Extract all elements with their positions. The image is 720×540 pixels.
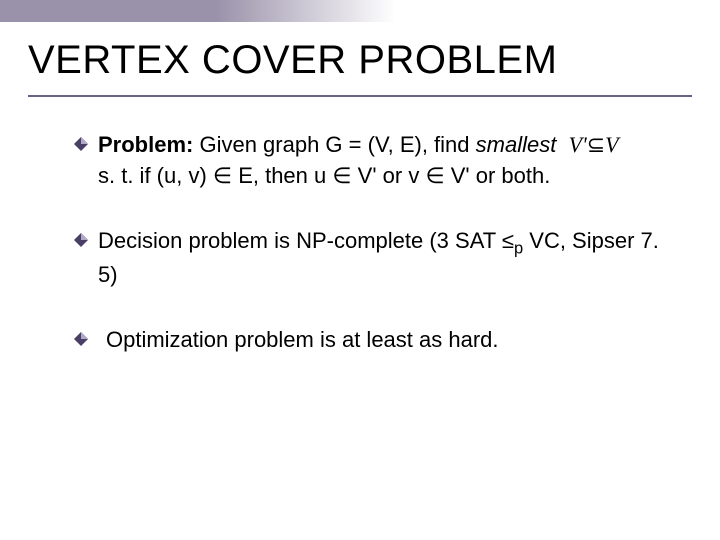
problem-label: Problem: <box>98 132 193 157</box>
slide-title: VERTEX COVER PROBLEM <box>28 38 557 83</box>
text: E, then u <box>232 163 332 188</box>
bullet-item: Problem: Given graph G = (V, E), find sm… <box>74 130 674 192</box>
diamond-bullet-icon <box>74 137 88 151</box>
bullet-text: Decision problem is NP-complete (3 SAT ≤… <box>98 226 674 291</box>
diamond-bullet-icon <box>74 332 88 346</box>
subset-symbol: ⊆ <box>587 132 605 157</box>
top-gradient-bar <box>0 0 720 22</box>
subscript-p: p <box>514 239 523 257</box>
title-underline <box>28 95 692 97</box>
bullet-text: Problem: Given graph G = (V, E), find sm… <box>98 130 619 192</box>
set-v: V <box>605 132 618 157</box>
v-prime: V' <box>569 132 587 157</box>
text: V' or v <box>352 163 426 188</box>
smallest-word: smallest <box>476 132 557 157</box>
text: s. t. if (u, v) <box>98 163 213 188</box>
bullet-item: Optimization problem is at least as hard… <box>74 325 674 356</box>
text: Given graph G = (V, E), find <box>193 132 475 157</box>
element-of-symbol: ∈ <box>425 163 444 188</box>
diamond-bullet-icon <box>74 233 88 247</box>
text: V' or both. <box>445 163 551 188</box>
bullet-item: Decision problem is NP-complete (3 SAT ≤… <box>74 226 674 291</box>
element-of-symbol: ∈ <box>332 163 351 188</box>
slide-body: Problem: Given graph G = (V, E), find sm… <box>74 130 674 390</box>
text: Decision problem is NP-complete (3 SAT ≤ <box>98 228 514 253</box>
element-of-symbol: ∈ <box>213 163 232 188</box>
bullet-text: Optimization problem is at least as hard… <box>106 325 499 356</box>
